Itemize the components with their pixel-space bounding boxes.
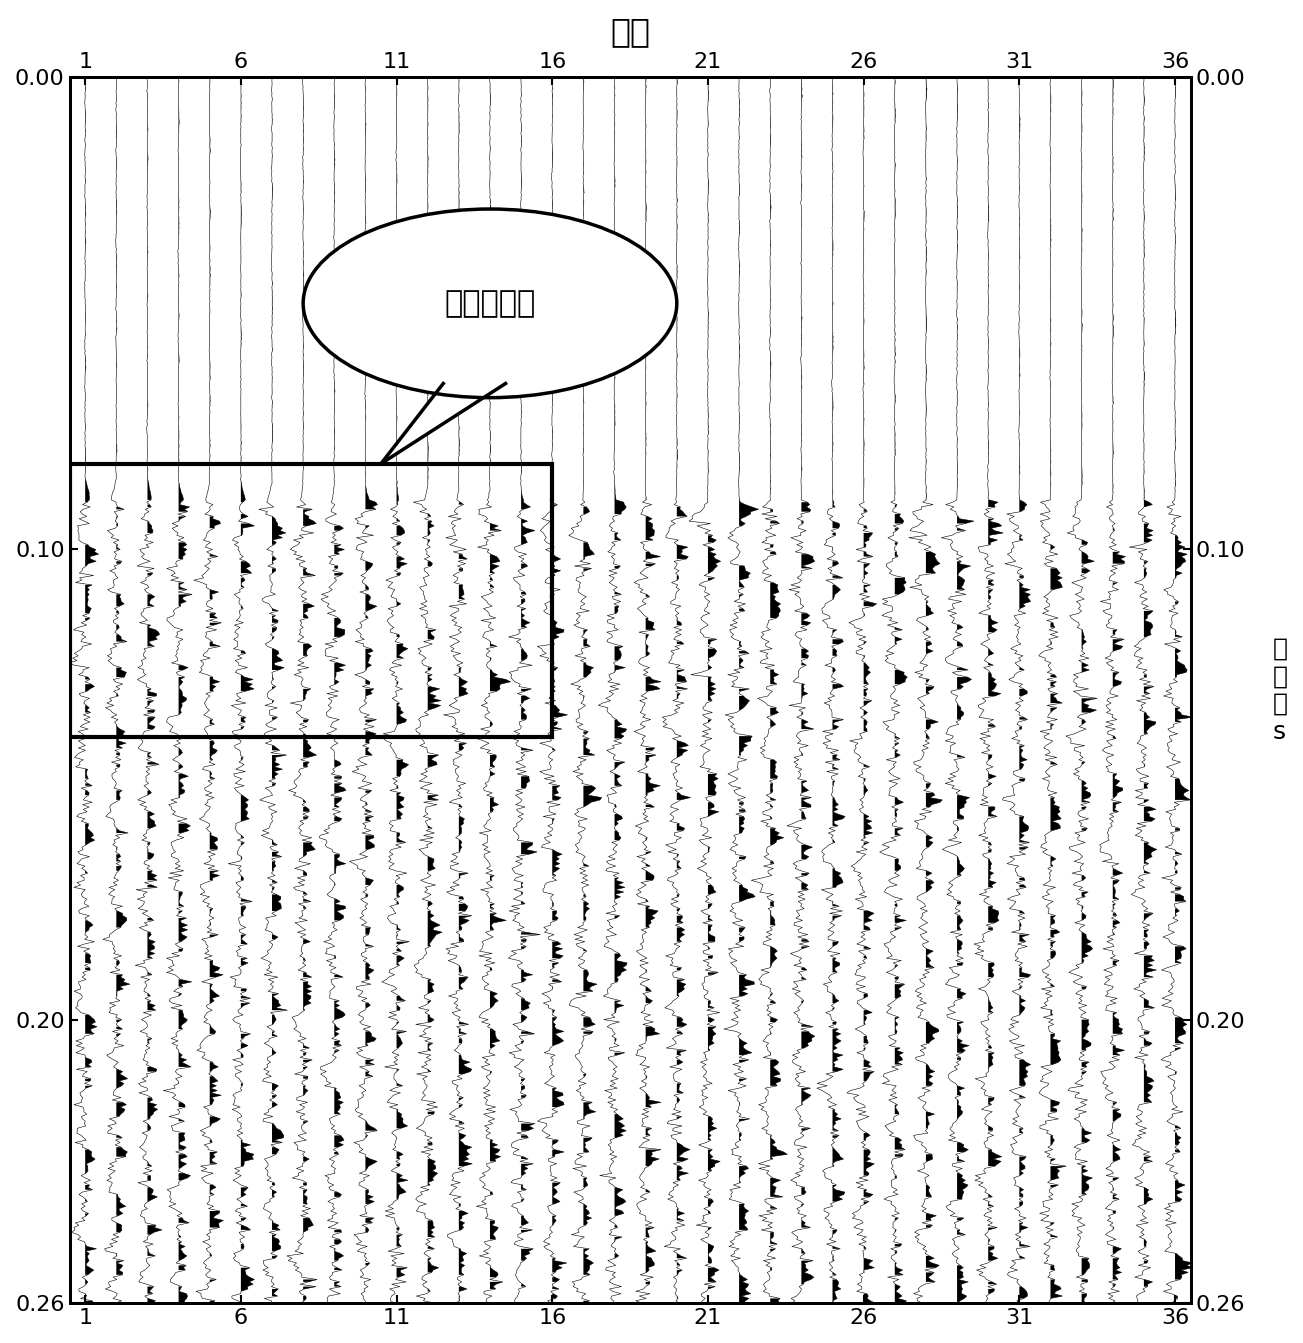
X-axis label: 道号: 道号	[610, 15, 650, 48]
Ellipse shape	[304, 210, 676, 398]
Y-axis label: 时
间
：
s: 时 间 ： s	[1273, 637, 1287, 744]
Polygon shape	[380, 384, 506, 463]
Bar	[69, 463, 552, 737]
Text: 出现新干扰: 出现新干扰	[444, 289, 536, 318]
